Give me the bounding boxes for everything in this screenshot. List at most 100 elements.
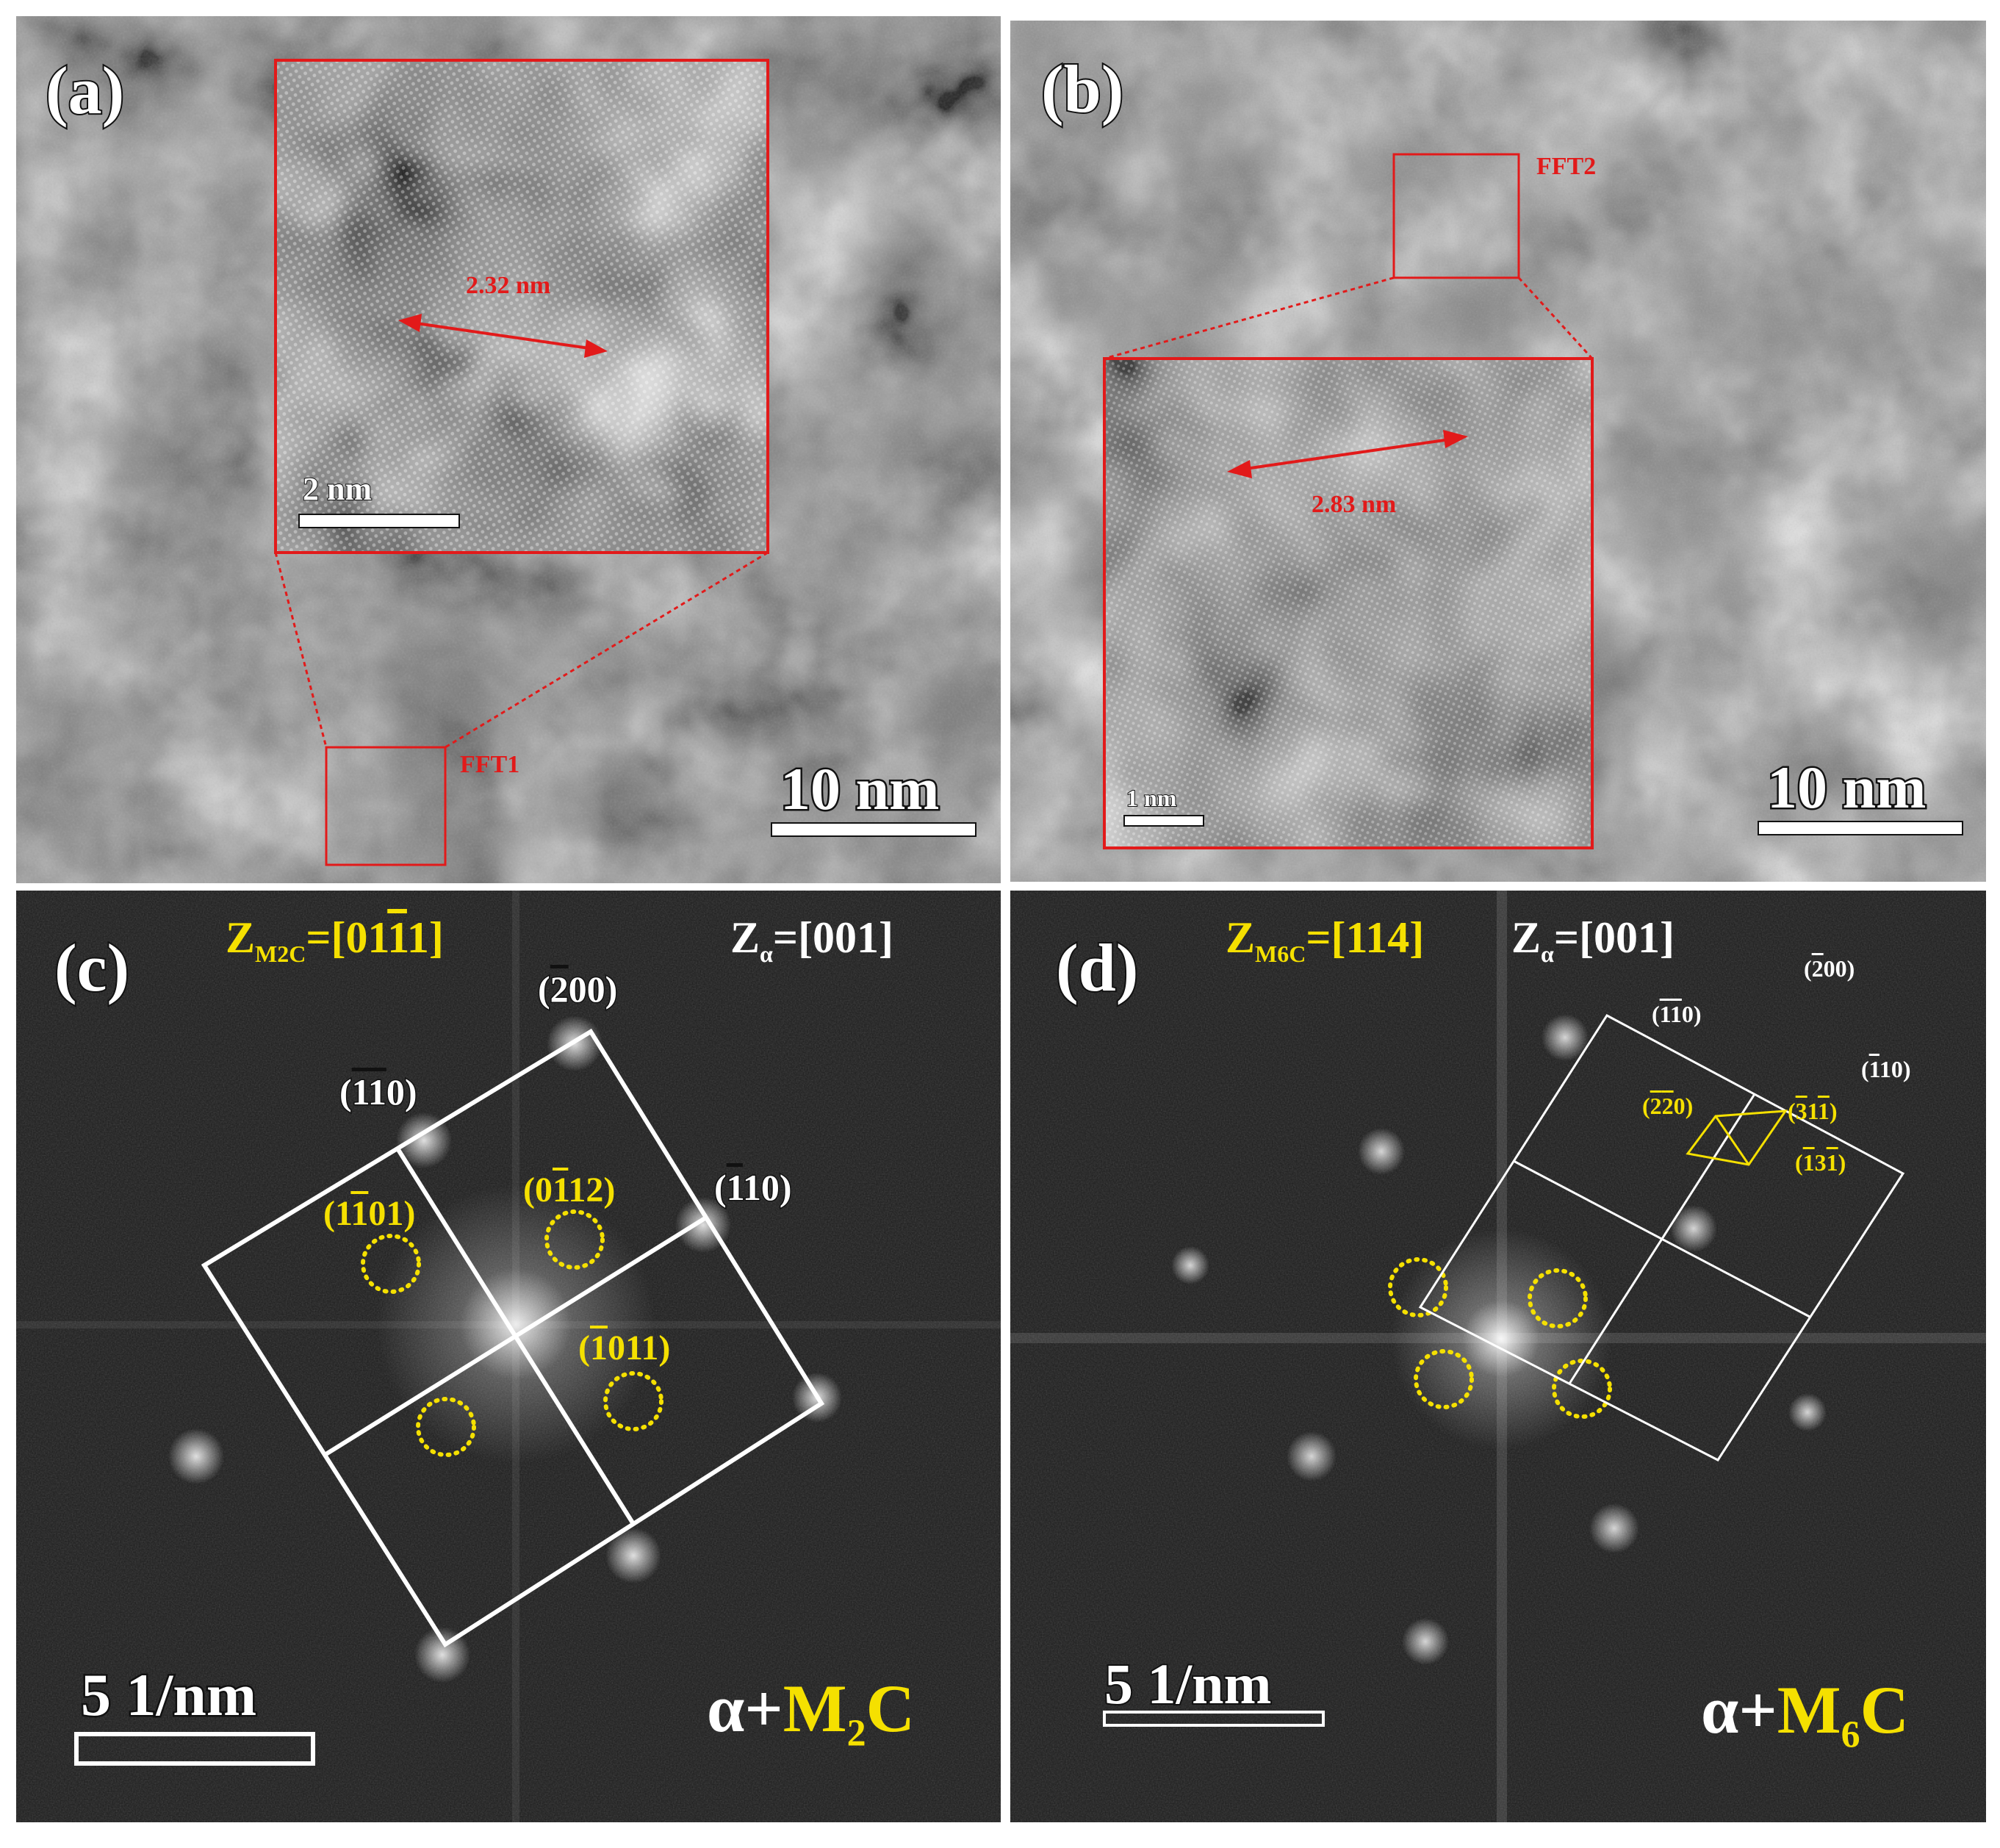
panel-a-scale-label: 10 nm <box>778 754 940 824</box>
zone-alpha-rest: =[001] <box>1553 913 1675 962</box>
panel-c-zone-alpha: Zα=[001] <box>730 913 893 968</box>
panel-d-lattice-inset <box>1418 1014 1905 1461</box>
panel-b-label: (b) <box>1040 50 1125 128</box>
panel-d-yellow-lattice <box>1686 1110 1788 1166</box>
panel-b-distance-arrow <box>1227 430 1468 478</box>
panel-a-inset-scale-bar <box>298 514 460 528</box>
panel-d-spot-label-200: (200) <box>1804 955 1855 982</box>
panel-c: (c) ZM2C=[0111] Zα=[001] (200) (110) (11… <box>16 891 1001 1822</box>
panel-c-spot-label-200: (200) <box>537 968 619 1011</box>
panel-a-distance-arrow <box>398 314 608 358</box>
spot-bar: 2 <box>1650 1093 1662 1119</box>
spot-rest: 12) <box>568 1171 616 1209</box>
zone-m2c-sub: M2C <box>255 941 306 967</box>
spot-open: ( <box>1788 1098 1796 1124</box>
spot-open: ( <box>1652 1001 1660 1027</box>
spot-bar2: 2 <box>1661 1093 1674 1119</box>
panel-c-spot-label-0112: (0112) <box>523 1170 615 1210</box>
phase-c: C <box>866 1671 916 1746</box>
panel-b-fft-box <box>1392 153 1520 279</box>
phase-sub: 2 <box>846 1712 866 1755</box>
spot-bar: 1 <box>1659 1001 1670 1027</box>
panel-d-label: (d) <box>1054 929 1140 1007</box>
spot-rest: 011) <box>607 1329 671 1367</box>
spot-rest: ) <box>1838 1149 1846 1176</box>
phase-alpha: α+ <box>707 1671 783 1746</box>
panel-a-distance-label: 2.32 nm <box>466 272 551 299</box>
panel-d-yellow-circles <box>1388 1257 1612 1419</box>
zone-m6c-rest: =[114] <box>1306 913 1425 962</box>
spot-bar: 1 <box>1868 1056 1880 1082</box>
spot-rest: 01) <box>368 1194 416 1233</box>
panel-a-scale-bar <box>771 822 976 837</box>
spot-mid: 3 <box>1814 1149 1827 1176</box>
panel-c-spot-label-1011: (1011) <box>578 1328 670 1368</box>
spot-rest: 00) <box>1823 955 1855 982</box>
spot-open: ( <box>339 1071 353 1114</box>
zone-m2c-rest: =[01 <box>306 913 388 962</box>
panel-a: (a) 2.32 nm 2 nm FFT1 10 nm <box>16 16 1001 883</box>
panel-d-scale-bar <box>1103 1711 1325 1727</box>
spot-bar: 2 <box>549 968 569 1011</box>
spot-open: ( <box>1861 1056 1869 1082</box>
panel-d-zone-alpha: Zα=[001] <box>1511 913 1675 968</box>
spot-open: ( <box>1804 955 1812 982</box>
spot-bar: 2 <box>1811 955 1824 982</box>
spot-open: ( <box>1642 1093 1650 1119</box>
panel-c-lattice <box>201 1028 825 1648</box>
zone-alpha-sub: α <box>760 941 773 967</box>
panel-a-fft-box <box>325 746 447 866</box>
zone-alpha-main: Z <box>1511 913 1542 962</box>
zone-alpha-rest: =[001] <box>772 913 894 962</box>
panel-a-inset <box>274 59 769 554</box>
spot-rest: ) <box>1829 1098 1838 1124</box>
spot-bar: 3 <box>1795 1098 1807 1124</box>
panel-b-distance-label: 2.83 nm <box>1312 491 1397 518</box>
panel-c-zone-m2c: ZM2C=[0111] <box>226 913 444 968</box>
panel-d-spot-label-131: (131) <box>1795 1149 1846 1176</box>
panel-d-scale-label: 5 1/nm <box>1103 1650 1273 1717</box>
zone-m2c-main: Z <box>226 913 256 962</box>
spot-rest: 10) <box>741 1166 793 1209</box>
spot-rest: 0) <box>1673 1093 1694 1119</box>
panel-d-diffraction-spots <box>1171 1014 1827 1665</box>
panel-d-spot-label-311: (311) <box>1788 1098 1838 1125</box>
panel-c-phase: α+M2C <box>707 1669 915 1755</box>
zone-alpha-sub: α <box>1541 941 1554 967</box>
zone-m6c-main: Z <box>1226 913 1256 962</box>
spot-mid: 1 <box>1807 1098 1818 1124</box>
spot-bar2: 1 <box>1669 1001 1682 1027</box>
spot-bar: 1 <box>350 1194 369 1233</box>
panel-d-image <box>1010 891 1986 1822</box>
spot-bar: 1 <box>1802 1149 1815 1176</box>
spot-open: ( <box>537 968 552 1011</box>
panel-b-inset <box>1103 357 1594 849</box>
panel-a-inset-scale-label: 2 nm <box>302 470 373 508</box>
panel-c-image <box>16 891 1001 1822</box>
phase-m: M <box>1777 1672 1841 1747</box>
panel-c-spot-label-1101: (1101) <box>323 1193 415 1234</box>
spot-open: ( <box>713 1166 728 1209</box>
panel-a-label: (a) <box>44 51 126 129</box>
zone-m2c-tail: 1] <box>406 913 444 962</box>
panel-d-spot-label-220: (220) <box>1642 1093 1693 1120</box>
spot-bar: 1 <box>589 1329 608 1367</box>
panel-d-phase: α+M6C <box>1701 1671 1909 1756</box>
panel-b-image <box>1010 21 1986 882</box>
spot-rest: 0) <box>1681 1001 1702 1027</box>
spot-bar2: 1 <box>1826 1149 1838 1176</box>
panel-c-spot-label-110b: (110) <box>713 1166 794 1209</box>
panel-b: (b) 2.83 nm 1 nm FFT2 10 nm <box>1010 21 1986 882</box>
panel-d-spot-label-110b: (110) <box>1861 1056 1911 1083</box>
panel-c-yellow-circles <box>361 1209 663 1457</box>
panel-b-scale-label: 10 nm <box>1765 752 1927 823</box>
spot-open: (1 <box>323 1194 351 1233</box>
spot-open: (0 <box>523 1171 553 1209</box>
panel-c-scale-bar <box>74 1732 315 1766</box>
panel-b-inset-scale-bar <box>1123 815 1204 827</box>
phase-c: C <box>1860 1672 1910 1747</box>
panel-c-label: (c) <box>53 929 131 1007</box>
spot-rest: 10) <box>1879 1056 1911 1082</box>
panel-b-inset-scale-label: 1 nm <box>1126 784 1177 812</box>
panel-a-fft-label: FFT1 <box>460 751 520 778</box>
